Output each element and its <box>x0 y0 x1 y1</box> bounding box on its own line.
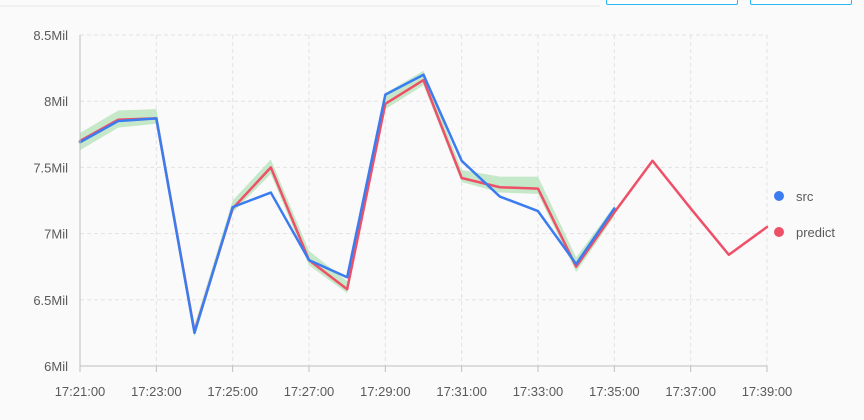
x-tick-label: 17:39:00 <box>742 384 793 399</box>
y-tick-label: 7.5Mil <box>33 160 68 175</box>
axes: 6Mil 6.5Mil 7Mil 7.5Mil 8Mil 8.5Mil 17:21:00 17… <box>33 28 792 399</box>
y-tick-label: 7Mil <box>44 227 68 242</box>
legend-label: predict <box>796 225 835 240</box>
grid <box>80 34 768 366</box>
x-tick-label: 17:29:00 <box>360 384 411 399</box>
prediction-band <box>80 70 615 337</box>
toolbar-button-left[interactable] <box>606 0 738 5</box>
legend-marker <box>774 191 784 201</box>
x-tick-label: 17:27:00 <box>284 384 335 399</box>
x-tick-label: 17:25:00 <box>207 384 258 399</box>
y-tick-label: 8.5Mil <box>33 28 68 43</box>
y-tick-label: 6Mil <box>44 359 68 374</box>
series-lines <box>78 73 769 335</box>
x-tick-label: 17:33:00 <box>513 384 564 399</box>
legend-label: src <box>796 189 814 204</box>
legend[interactable]: src predict <box>774 189 835 240</box>
confidence-band <box>80 70 615 337</box>
legend-marker <box>774 227 784 237</box>
toolbar-button-right[interactable] <box>750 0 852 5</box>
y-tick-label: 6.5Mil <box>33 293 68 308</box>
x-tick-label: 17:31:00 <box>436 384 487 399</box>
series-line-predict <box>78 78 769 333</box>
legend-item-predict[interactable]: predict <box>774 225 835 240</box>
y-tick-label: 8Mil <box>44 94 68 109</box>
x-tick-label: 17:37:00 <box>665 384 716 399</box>
series-line-src <box>78 73 616 335</box>
x-tick-label: 17:35:00 <box>589 384 640 399</box>
legend-item-src[interactable]: src <box>774 189 814 204</box>
x-tick-label: 17:23:00 <box>131 384 182 399</box>
x-tick-label: 17:21:00 <box>55 384 106 399</box>
